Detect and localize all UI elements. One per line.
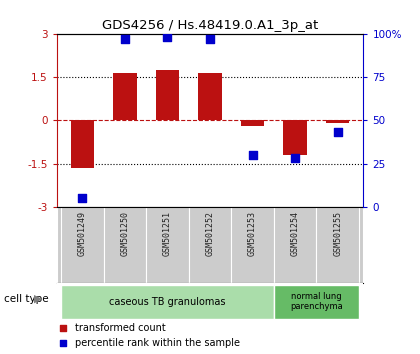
Point <box>292 155 299 161</box>
Text: GSM501254: GSM501254 <box>291 211 299 256</box>
Text: GSM501252: GSM501252 <box>205 211 215 256</box>
Text: GSM501253: GSM501253 <box>248 211 257 256</box>
Bar <box>104 207 146 283</box>
Bar <box>189 207 231 283</box>
Point <box>249 152 256 158</box>
Text: ▶: ▶ <box>34 294 42 304</box>
Text: GSM501249: GSM501249 <box>78 211 87 256</box>
Point <box>121 36 128 42</box>
Bar <box>274 285 359 319</box>
Point <box>79 195 86 201</box>
Text: percentile rank within the sample: percentile rank within the sample <box>75 338 240 348</box>
Title: GDS4256 / Hs.48419.0.A1_3p_at: GDS4256 / Hs.48419.0.A1_3p_at <box>102 19 318 33</box>
Bar <box>198 73 222 120</box>
Point <box>334 130 341 135</box>
Bar <box>61 207 104 283</box>
Point <box>164 34 171 40</box>
Point <box>60 325 66 331</box>
Text: cell type: cell type <box>4 294 49 304</box>
Bar <box>146 207 189 283</box>
Text: transformed count: transformed count <box>75 323 166 333</box>
Text: GSM501250: GSM501250 <box>121 211 129 256</box>
Bar <box>326 120 349 123</box>
Text: caseous TB granulomas: caseous TB granulomas <box>109 297 226 307</box>
Text: GSM501251: GSM501251 <box>163 211 172 256</box>
Bar <box>61 285 274 319</box>
Bar <box>274 207 316 283</box>
Point <box>207 36 213 42</box>
Bar <box>156 70 179 120</box>
Bar <box>71 120 94 168</box>
Bar <box>241 120 264 126</box>
Bar <box>231 207 274 283</box>
Text: normal lung
parenchyma: normal lung parenchyma <box>290 292 343 312</box>
Bar <box>316 207 359 283</box>
Bar <box>284 120 307 155</box>
Bar <box>113 73 136 120</box>
Point <box>60 340 66 346</box>
Text: GSM501255: GSM501255 <box>333 211 342 256</box>
